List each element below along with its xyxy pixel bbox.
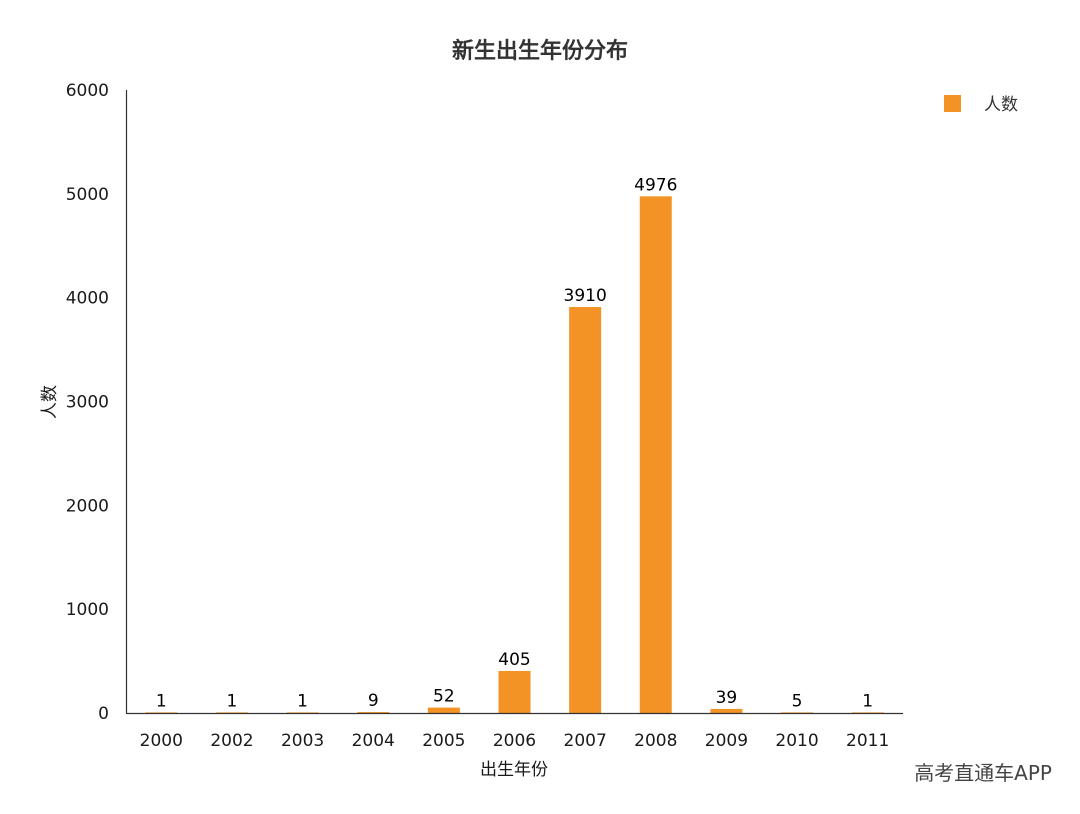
watermark: 高考直通车APP xyxy=(914,761,1052,785)
x-tick-label: 2008 xyxy=(634,731,677,751)
data-label: 39 xyxy=(716,688,738,708)
legend-swatch xyxy=(944,95,961,112)
bar xyxy=(569,307,602,713)
bar xyxy=(215,712,248,713)
x-tick-label: 2000 xyxy=(140,731,183,751)
legend-label: 人数 xyxy=(984,95,1018,115)
x-axis-title: 出生年份 xyxy=(480,760,548,780)
data-label: 1 xyxy=(156,691,167,711)
data-labels: 1 1 1 9 52 405 3910 4976 39 5 1 xyxy=(156,175,873,711)
y-axis-title: 人数 xyxy=(40,385,60,419)
y-tick-label: 3000 xyxy=(66,393,109,413)
data-label: 3910 xyxy=(564,286,607,306)
x-tick-label: 2006 xyxy=(493,731,536,751)
data-label: 1 xyxy=(862,691,873,711)
bar xyxy=(286,712,319,713)
data-label: 405 xyxy=(498,650,530,670)
x-tick-label: 2007 xyxy=(564,731,607,751)
y-axis-ticks: 0 1000 2000 3000 4000 5000 6000 xyxy=(66,81,109,724)
legend: 人数 xyxy=(944,95,1018,115)
data-label: 9 xyxy=(368,691,379,711)
x-tick-label: 2009 xyxy=(705,731,748,751)
x-tick-label: 2010 xyxy=(775,731,818,751)
bar xyxy=(851,712,884,713)
data-label: 1 xyxy=(227,691,238,711)
y-tick-label: 2000 xyxy=(66,496,109,516)
bar xyxy=(639,196,672,714)
data-label: 4976 xyxy=(634,175,677,195)
y-tick-label: 1000 xyxy=(66,600,109,620)
data-label: 1 xyxy=(297,691,308,711)
chart-title: 新生出生年份分布 xyxy=(452,38,628,64)
data-label: 52 xyxy=(433,687,455,707)
bar xyxy=(498,670,531,713)
x-tick-label: 2005 xyxy=(422,731,465,751)
y-tick-label: 4000 xyxy=(66,289,109,309)
x-tick-label: 2004 xyxy=(352,731,395,751)
x-tick-label: 2011 xyxy=(846,731,889,751)
bar xyxy=(427,707,460,713)
x-tick-label: 2002 xyxy=(210,731,253,751)
y-tick-label: 6000 xyxy=(66,81,109,101)
y-tick-label: 0 xyxy=(98,704,109,724)
x-axis-ticks: 2000 2002 2003 2004 2005 2006 2007 2008 2009 2010… xyxy=(140,731,890,751)
bar xyxy=(710,708,743,713)
bar xyxy=(357,712,390,713)
data-label: 5 xyxy=(792,691,803,711)
x-tick-label: 2003 xyxy=(281,731,324,751)
bar xyxy=(781,712,814,713)
y-tick-label: 5000 xyxy=(66,185,109,205)
bar xyxy=(145,712,178,713)
bars xyxy=(145,196,884,714)
